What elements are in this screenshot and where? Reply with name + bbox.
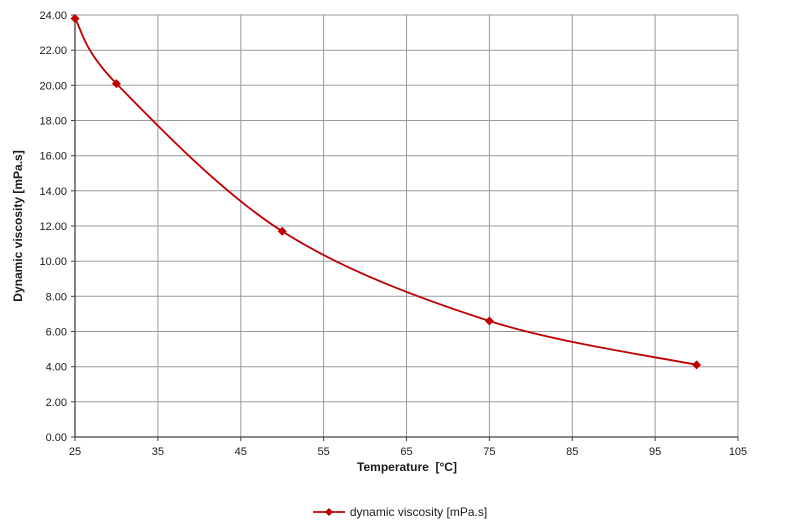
y-tick-label: 10.00 bbox=[39, 256, 67, 268]
y-axis-label: Dynamic viscosity [mPa.s] bbox=[11, 150, 25, 301]
x-tick-label: 75 bbox=[483, 446, 495, 458]
y-tick-label: 0.00 bbox=[46, 432, 67, 444]
data-point-marker bbox=[324, 508, 333, 516]
data-point-marker bbox=[277, 226, 287, 236]
data-point-marker bbox=[692, 360, 702, 370]
x-tick-label: 55 bbox=[317, 446, 329, 458]
legend-line-marker-icon bbox=[312, 508, 345, 516]
data-point-marker bbox=[111, 79, 121, 89]
grid-layer bbox=[74, 14, 739, 438]
x-tick-label: 45 bbox=[235, 446, 247, 458]
data-point-marker bbox=[70, 14, 80, 23]
y-tick-label: 16.00 bbox=[39, 151, 67, 163]
x-tick-label: 35 bbox=[152, 446, 164, 458]
series-line bbox=[74, 18, 697, 366]
chart-legend: dynamic viscosity [mPa.s] bbox=[0, 505, 800, 519]
x-axis-label: Temperature [°C] bbox=[357, 460, 457, 474]
x-tick-label: 65 bbox=[400, 446, 412, 458]
data-point-marker bbox=[484, 316, 494, 326]
x-tick-label: 105 bbox=[729, 446, 747, 458]
series-layer bbox=[70, 14, 702, 370]
tick-layer: 0.00 2.00 4.00 6.00 8.00 10.00 12.00 14.00 16.00… bbox=[39, 10, 747, 458]
y-tick-label: 20.00 bbox=[39, 80, 67, 92]
y-tick-label: 24.00 bbox=[39, 10, 67, 22]
x-tick-label: 25 bbox=[69, 446, 81, 458]
x-tick-label: 85 bbox=[566, 446, 578, 458]
legend-label: dynamic viscosity [mPa.s] bbox=[349, 505, 488, 519]
y-tick-label: 4.00 bbox=[46, 362, 67, 374]
y-tick-label: 18.00 bbox=[39, 116, 67, 128]
y-tick-label: 2.00 bbox=[46, 397, 67, 409]
y-tick-label: 14.00 bbox=[39, 186, 67, 198]
y-tick-label: 6.00 bbox=[46, 327, 67, 339]
y-tick-label: 12.00 bbox=[39, 221, 67, 233]
x-tick-label: 95 bbox=[649, 446, 661, 458]
y-tick-label: 8.00 bbox=[46, 291, 67, 303]
y-tick-label: 22.00 bbox=[39, 45, 67, 57]
